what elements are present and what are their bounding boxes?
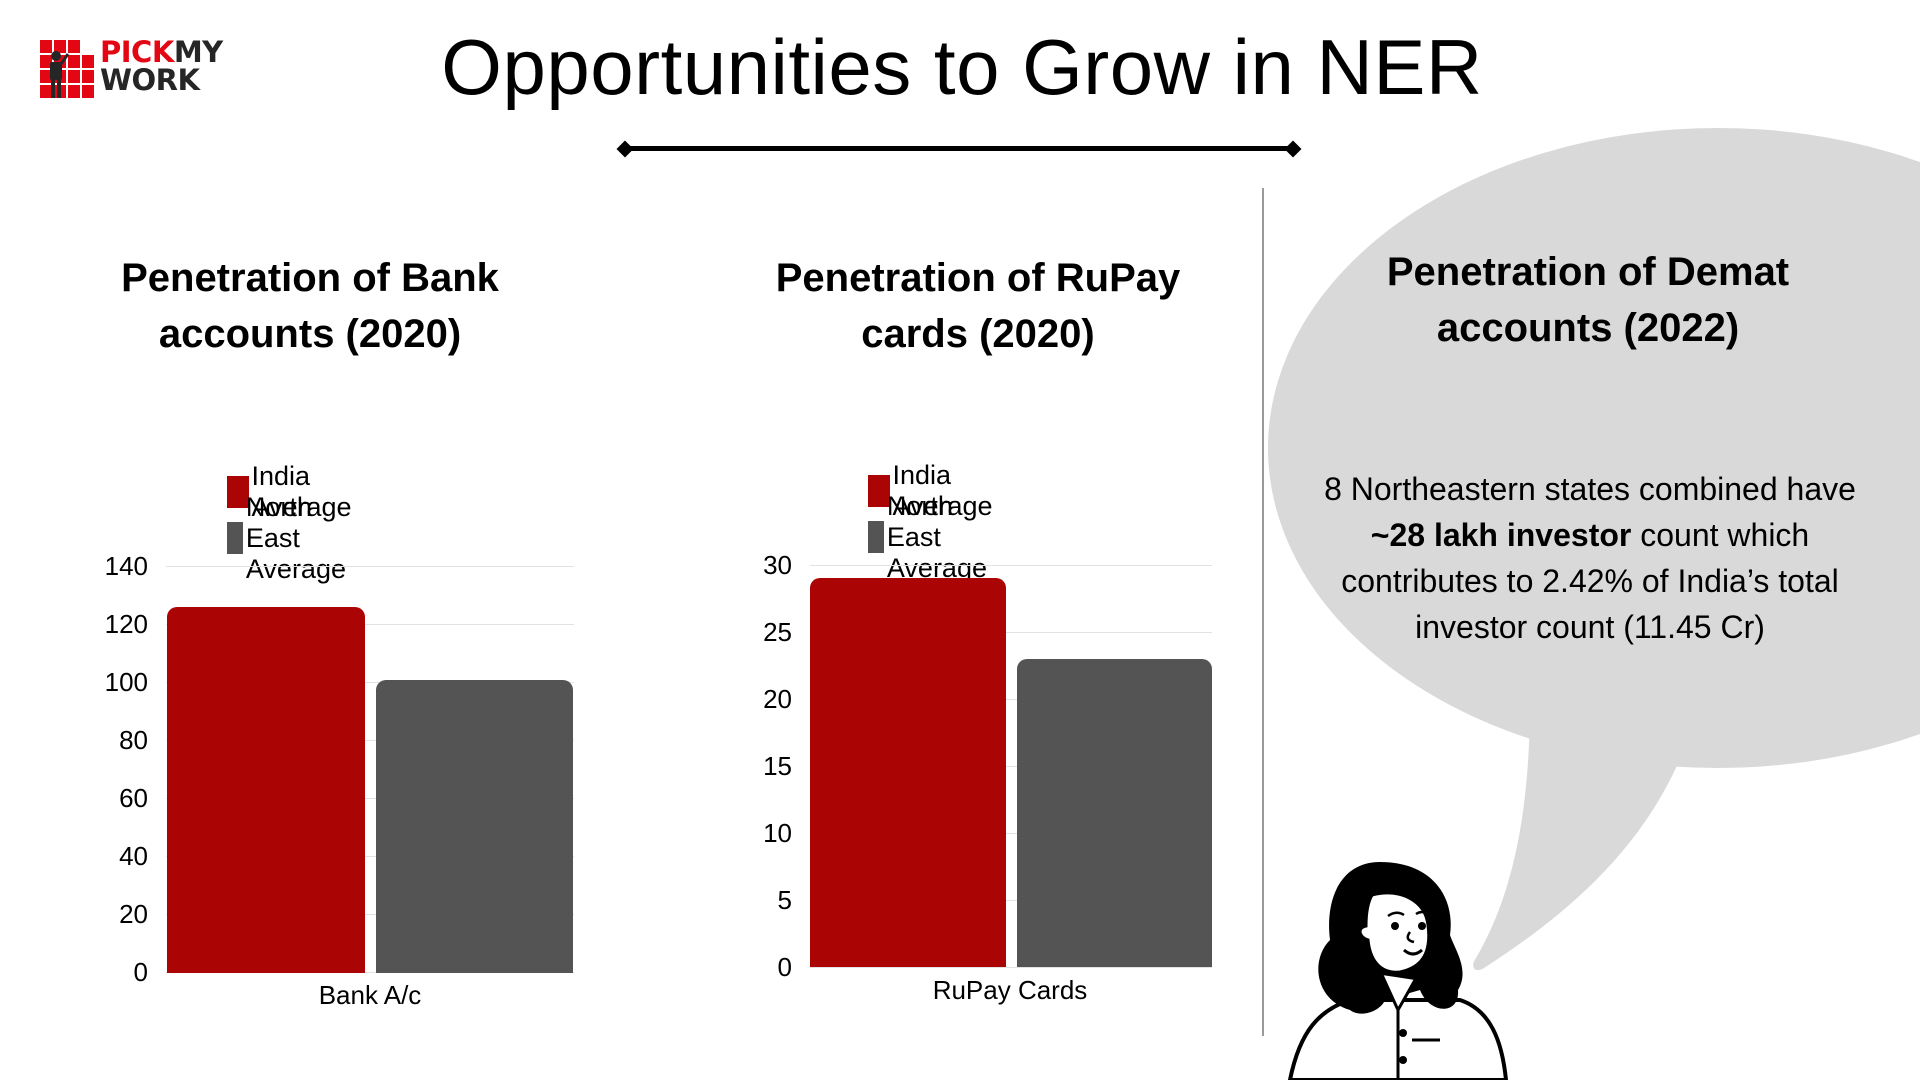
legend-label-india: India Average [251,461,352,522]
y-tick: 5 [777,885,792,915]
pickmywork-logo: PICKMY WORK [40,38,230,100]
gridline [810,632,1212,633]
demat-title-line2: accounts (2022) [1436,306,1740,350]
legend-label-ne: North East Average [245,491,346,584]
speech-bubble [1268,128,1920,768]
y-tick: 0 [133,957,148,987]
y-tick: 15 [763,751,792,781]
y-tick: 25 [763,617,792,647]
demat-text-bold: ~28 lakh investor [1370,517,1632,553]
bar-india-rupay [810,578,1006,967]
rupay-section-title: Penetration of RuPay cards (2020) [728,250,1228,362]
page-title-text: Opportunities to Grow in NER [441,23,1483,111]
gridline [166,798,574,799]
page-title: Opportunities to Grow in NER [0,22,1920,113]
legend-item-india: India Average [227,461,362,522]
x-label-bank: Bank A/c [318,980,422,1010]
bar-ne-rupay [1017,659,1212,967]
demat-text-post: count which contributes to 2.42% of Indi… [1341,517,1839,645]
gridline [810,967,1212,968]
bank-section-title: Penetration of Bank accounts (2020) [60,250,560,362]
y-tick: 80 [119,725,148,755]
rupay-title-line1: Penetration of RuPay [775,256,1181,300]
woman-illustration-icon [1287,862,1509,1080]
legend-label-ne: North East Average [886,490,987,583]
divider-diamond-left-icon [616,140,634,158]
demat-title-line1: Penetration of Demat [1386,250,1790,294]
legend-item-india: India Average [868,460,1003,521]
gridline [166,682,574,683]
rupay-legend: India Average North East Average [868,460,1003,583]
bank-title-line2: accounts (2020) [158,312,462,356]
gridline [810,699,1212,700]
bank-title-line1: Penetration of Bank [121,256,499,300]
y-tick: 30 [763,550,792,580]
y-tick: 40 [119,841,148,871]
legend-swatch-ne-icon [227,522,243,554]
y-tick: 10 [763,818,792,848]
gridline [166,856,574,857]
legend-label-india: India Average [892,460,993,521]
legend-item-ne: North East Average [868,491,1003,583]
y-tick: 120 [104,609,148,639]
y-tick: 60 [119,783,148,813]
person-icon [50,51,70,98]
gridline [166,566,574,567]
divider-diamond-right-icon [1284,140,1302,158]
rupay-title-line2: cards (2020) [861,312,1095,356]
gridline [810,900,1212,901]
gridline [810,833,1212,834]
y-tick: 20 [119,899,148,929]
demat-text-pre: 8 Northeastern states combined have [1324,471,1856,507]
vertical-divider [1262,188,1264,1036]
x-label-rupay: RuPay Cards [932,975,1088,1005]
legend-swatch-ne-icon [868,521,884,553]
y-tick: 0 [777,952,792,982]
bar-india-bank [167,607,365,973]
y-tick: 100 [104,667,148,697]
legend-item-ne: North East Average [227,492,362,584]
gridline [166,624,574,625]
logo-pick: PICK [100,35,174,69]
gridline [810,565,1212,566]
bank-legend: India Average North East Average [227,461,362,584]
y-tick: 140 [104,551,148,581]
demat-description: 8 Northeastern states combined have ~28 … [1300,466,1880,650]
title-divider [624,146,1298,151]
y-tick: 20 [763,684,792,714]
gridline [810,766,1212,767]
demat-section-title: Penetration of Demat accounts (2022) [1338,244,1838,356]
legend-swatch-india-icon [868,475,890,507]
logo-work: WORK [100,63,200,97]
logo-text: PICKMY WORK [100,35,223,97]
legend-swatch-india-icon [227,476,249,508]
gridline [166,914,574,915]
logo-my: MY [173,35,223,69]
gridline [166,972,574,973]
speech-bubble-tail [1473,700,1700,971]
gridline [166,740,574,741]
bar-ne-bank [376,680,573,973]
